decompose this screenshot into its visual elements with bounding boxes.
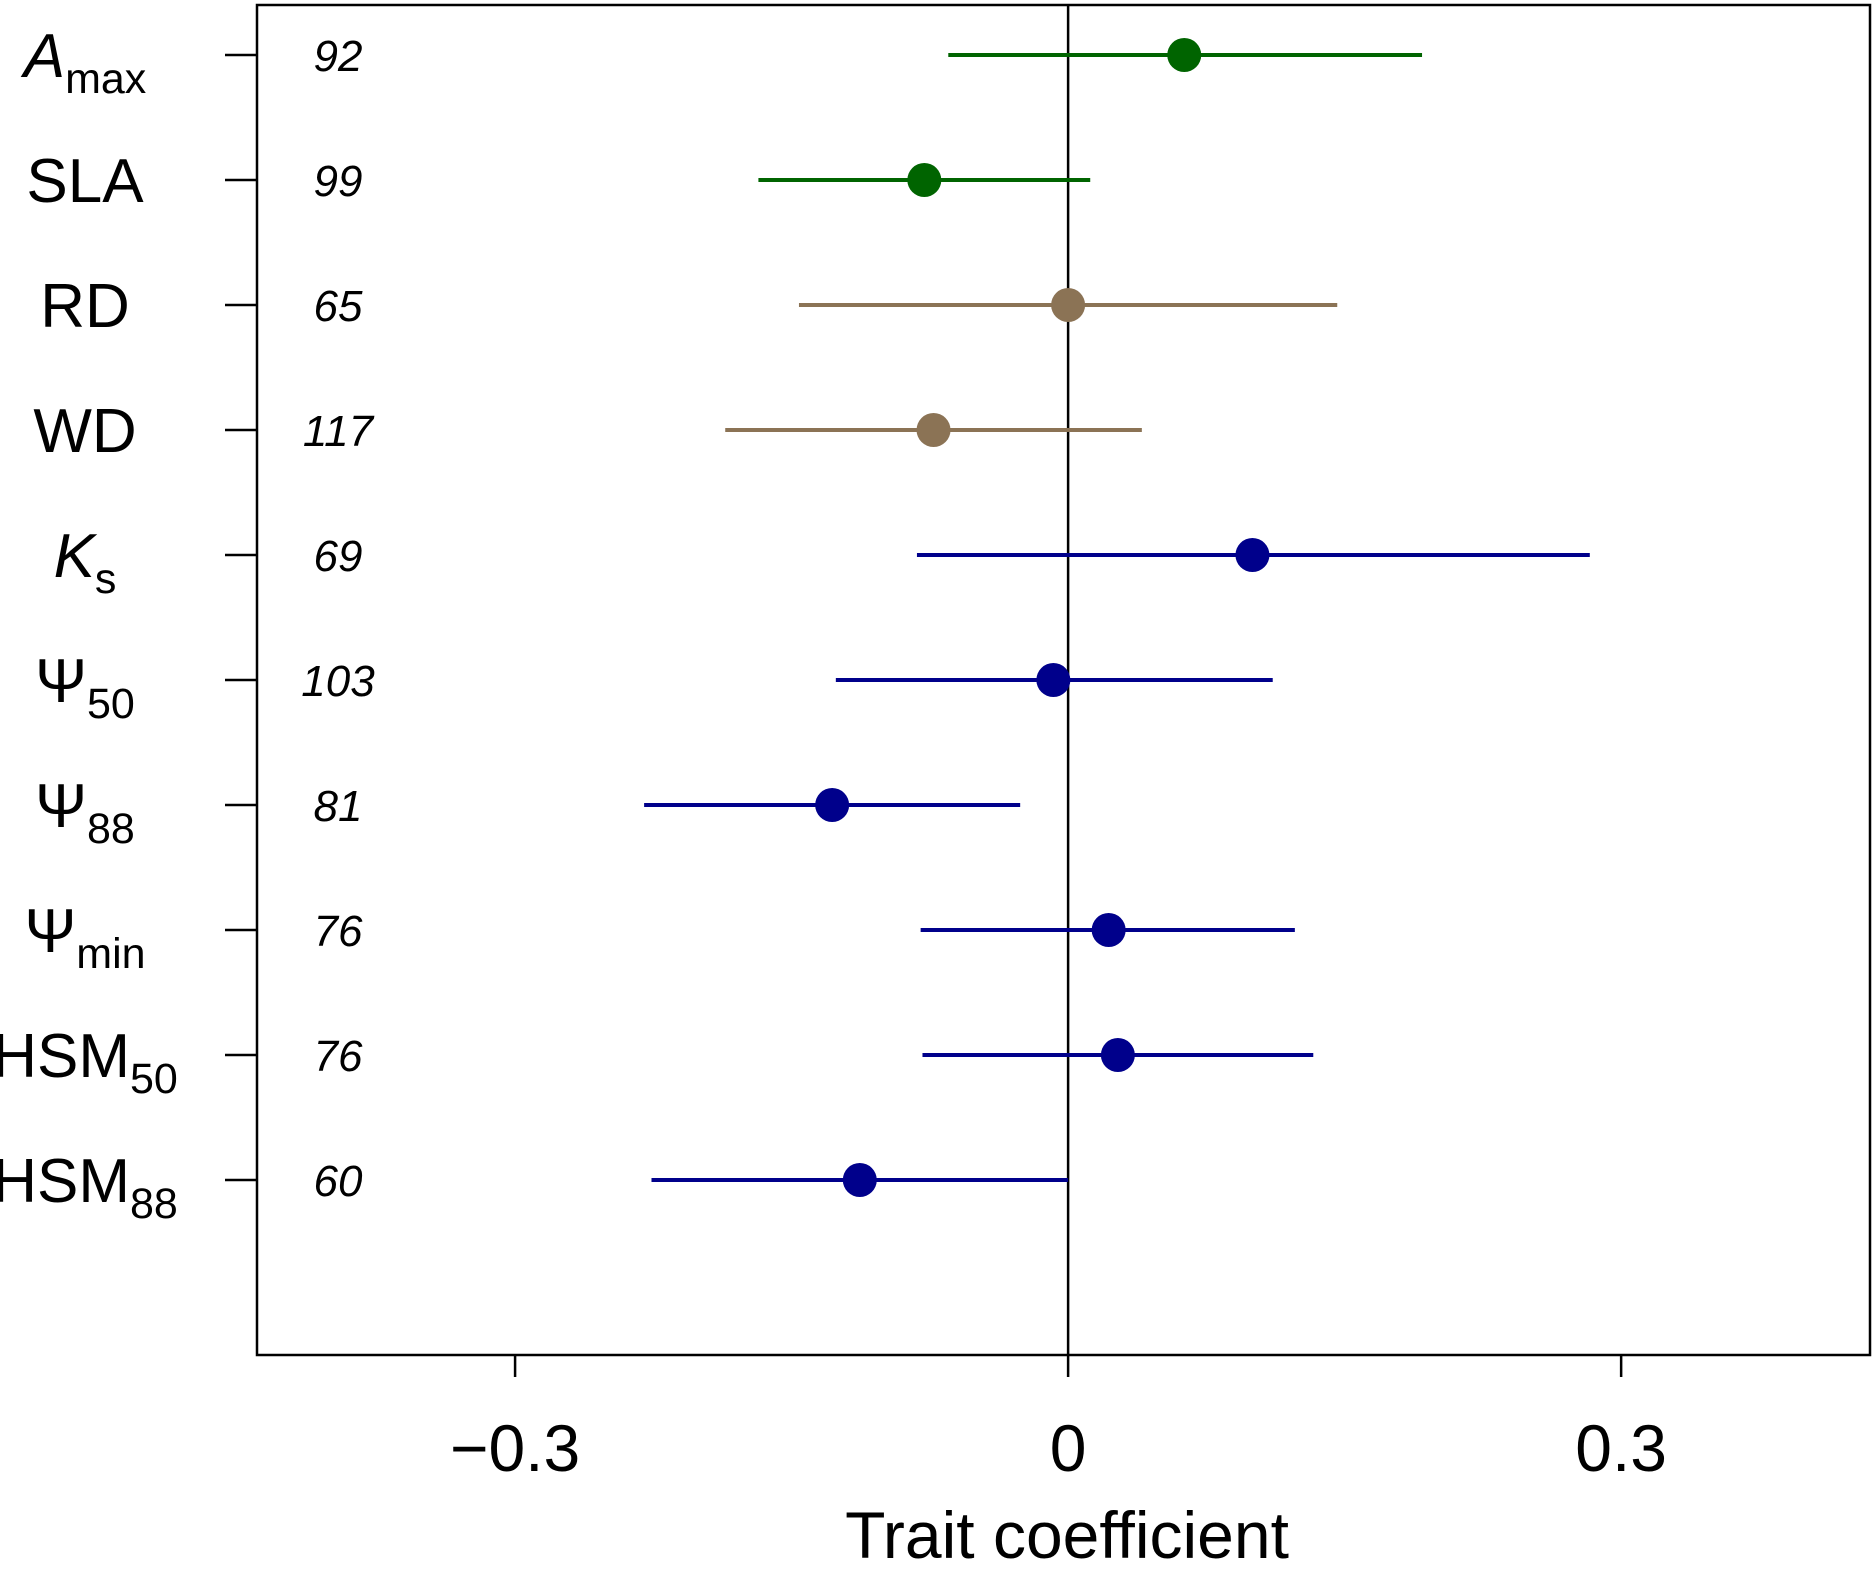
sample-size-label: 117 <box>303 407 375 456</box>
trait-row: RD 65 <box>40 272 1338 341</box>
trait-label-main: RD <box>40 272 130 341</box>
trait-label-main: Ψ <box>24 897 76 966</box>
sample-size-label: 92 <box>314 32 363 81</box>
trait-row: SLA 99 <box>26 147 1091 216</box>
trait-label-subscript: 50 <box>130 1055 178 1103</box>
trait-label: RD <box>40 272 130 341</box>
trait-row: Ψ88 81 <box>35 772 1021 853</box>
trait-label-subscript: 88 <box>87 805 135 853</box>
estimate-point <box>1091 913 1126 947</box>
trait-label-main: HSM <box>0 1022 130 1091</box>
estimate-point <box>1051 288 1086 322</box>
trait-label: Ψ50 <box>35 647 135 728</box>
trait-label: Ψ88 <box>35 772 135 853</box>
sample-size-label: 65 <box>314 282 363 331</box>
sample-size-label: 69 <box>314 532 363 581</box>
estimate-point <box>916 413 951 447</box>
estimate-point <box>842 1163 877 1197</box>
estimate-point <box>815 788 850 822</box>
sample-size-label: 76 <box>314 907 363 956</box>
estimate-point <box>1235 538 1270 572</box>
trait-label: SLA <box>26 147 144 216</box>
trait-label: WD <box>33 397 136 466</box>
trait-label-main: A <box>20 22 65 91</box>
estimate-point <box>1167 38 1202 72</box>
x-axis: −0.3 0 0.3 <box>450 1355 1667 1485</box>
trait-label-main: Ψ <box>35 647 87 716</box>
sample-size-label: 60 <box>314 1157 363 1206</box>
trait-row: Ψ50 103 <box>35 647 1273 728</box>
sample-size-label: 81 <box>314 782 363 831</box>
trait-label: Ψmin <box>24 897 145 978</box>
trait-row: WD 117 <box>33 397 1142 466</box>
x-tick-label: 0 <box>1050 1411 1087 1485</box>
trait-label-subscript: max <box>65 55 147 103</box>
trait-row: Ks 69 <box>54 522 1590 603</box>
estimate-point <box>1036 663 1071 697</box>
trait-label-main: HSM <box>0 1147 130 1216</box>
x-tick-label: 0.3 <box>1575 1411 1667 1485</box>
sample-size-label: 99 <box>314 157 363 206</box>
trait-row: HSM50 76 <box>0 1022 1314 1103</box>
trait-label-subscript: 50 <box>87 680 135 728</box>
x-axis-title: Trait coefficient <box>845 1498 1289 1572</box>
x-tick-label: −0.3 <box>450 1411 580 1485</box>
trait-label-main: Ψ <box>35 772 87 841</box>
trait-label: HSM88 <box>0 1147 178 1228</box>
trait-label-main: SLA <box>26 147 144 216</box>
trait-row: HSM88 60 <box>0 1147 1069 1228</box>
trait-label-main: WD <box>33 397 136 466</box>
estimate-point <box>1100 1038 1135 1072</box>
trait-label: Ks <box>54 522 117 603</box>
trait-row: Amax 92 <box>20 22 1423 103</box>
trait-label: HSM50 <box>0 1022 178 1103</box>
trait-label-subscript: min <box>76 930 145 978</box>
sample-size-label: 103 <box>301 657 375 706</box>
trait-row: Ψmin 76 <box>24 897 1295 978</box>
trait-label-main: K <box>54 522 98 591</box>
trait-label-subscript: s <box>95 555 117 603</box>
trait-label-subscript: 88 <box>130 1180 178 1228</box>
estimate-point <box>907 163 942 197</box>
trait-label: Amax <box>20 22 147 103</box>
sample-size-label: 76 <box>314 1032 363 1081</box>
